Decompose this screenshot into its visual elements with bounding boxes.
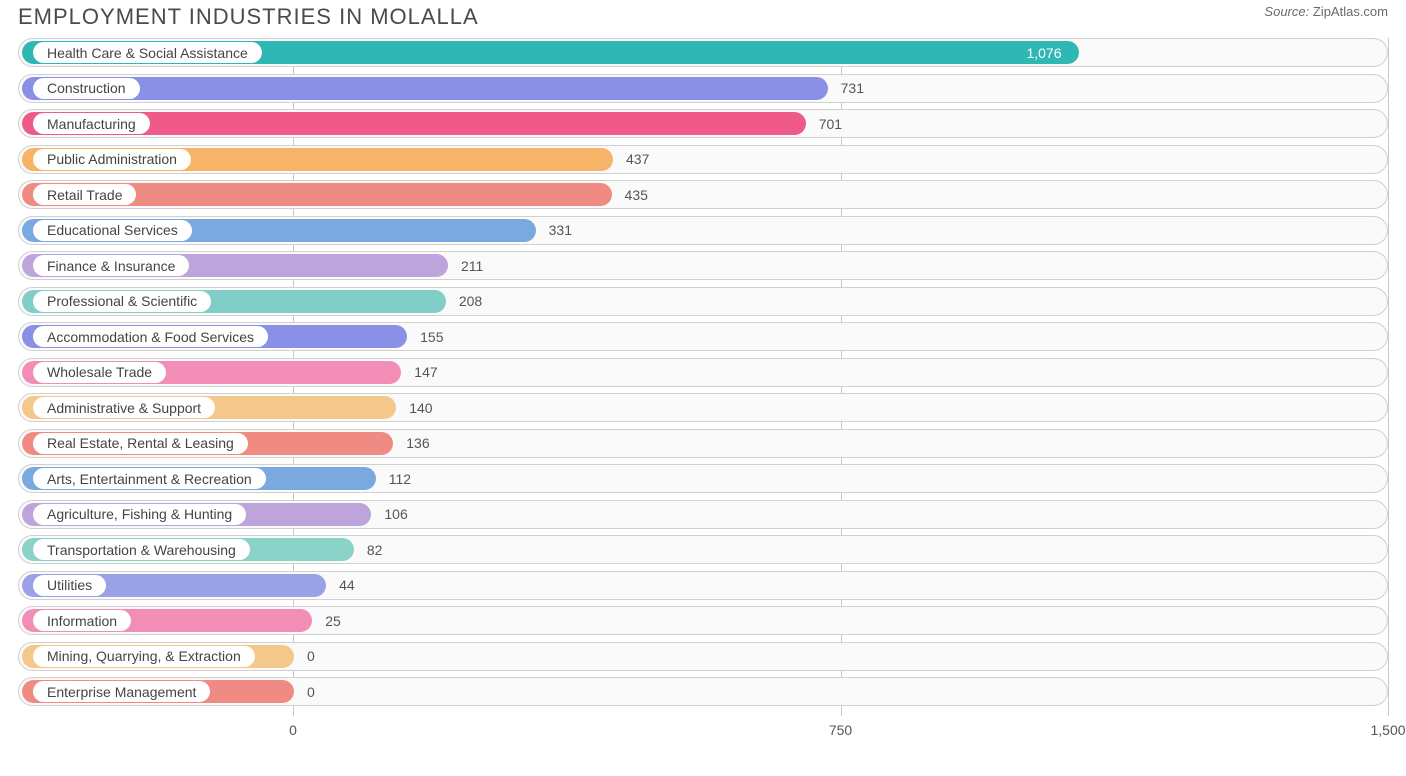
bar-value: 435	[625, 181, 648, 208]
bar-label: Health Care & Social Assistance	[33, 42, 262, 63]
source-value: ZipAtlas.com	[1313, 4, 1388, 19]
bar-row: Accommodation & Food Services 155	[18, 322, 1388, 351]
bar-fill	[22, 77, 828, 100]
bar-row: Arts, Entertainment & Recreation 112	[18, 464, 1388, 493]
bar-label: Public Administration	[33, 149, 191, 170]
bar-value: 0	[307, 678, 315, 705]
bar-row: Administrative & Support 140	[18, 393, 1388, 422]
bar-value: 331	[549, 217, 572, 244]
bar-row: Wholesale Trade 147	[18, 358, 1388, 387]
bar-value: 211	[461, 252, 483, 279]
bar-value: 437	[626, 146, 649, 173]
bar-label: Utilities	[33, 575, 106, 596]
bar-value: 44	[339, 572, 355, 599]
bar-label: Finance & Insurance	[33, 255, 189, 276]
x-axis-label: 1,500	[1370, 722, 1405, 738]
bar-value: 112	[389, 465, 411, 492]
bars-container: Health Care & Social Assistance 1,076 Cons…	[18, 38, 1388, 706]
bar-label: Professional & Scientific	[33, 291, 211, 312]
bar-label: Information	[33, 610, 131, 631]
bar-label: Manufacturing	[33, 113, 150, 134]
bar-label: Enterprise Management	[33, 681, 210, 702]
source-label: Source:	[1264, 4, 1309, 19]
bar-value: 25	[325, 607, 341, 634]
bar-label: Accommodation & Food Services	[33, 326, 268, 347]
bar-label: Administrative & Support	[33, 397, 215, 418]
bar-row: Professional & Scientific 208	[18, 287, 1388, 316]
bar-value: 701	[819, 110, 842, 137]
x-axis: 07501,500	[18, 720, 1388, 744]
bar-label: Retail Trade	[33, 184, 136, 205]
bar-row: Mining, Quarrying, & Extraction 0	[18, 642, 1388, 671]
chart-title: EMPLOYMENT INDUSTRIES IN MOLALLA	[18, 4, 479, 30]
gridline	[1388, 38, 1389, 716]
bar-label: Agriculture, Fishing & Hunting	[33, 504, 246, 525]
bar-row: Information 25	[18, 606, 1388, 635]
bar-value: 1,076	[1026, 39, 1061, 66]
bar-value: 155	[420, 323, 443, 350]
chart-header: EMPLOYMENT INDUSTRIES IN MOLALLA Source:…	[0, 0, 1406, 38]
bar-row: Health Care & Social Assistance 1,076	[18, 38, 1388, 67]
bar-label: Arts, Entertainment & Recreation	[33, 468, 266, 489]
bar-row: Finance & Insurance 211	[18, 251, 1388, 280]
bar-label: Construction	[33, 78, 140, 99]
bar-row: Utilities 44	[18, 571, 1388, 600]
bar-value: 208	[459, 288, 482, 315]
x-axis-label: 0	[289, 722, 297, 738]
bar-value: 731	[841, 75, 864, 102]
bar-value: 147	[414, 359, 437, 386]
chart-source: Source: ZipAtlas.com	[1264, 4, 1388, 19]
bar-value: 82	[367, 536, 383, 563]
bar-label: Educational Services	[33, 220, 192, 241]
bar-row: Transportation & Warehousing 82	[18, 535, 1388, 564]
bar-value: 106	[384, 501, 407, 528]
bar-label: Real Estate, Rental & Leasing	[33, 433, 248, 454]
bar-value: 140	[409, 394, 432, 421]
bar-row: Agriculture, Fishing & Hunting 106	[18, 500, 1388, 529]
bar-label: Wholesale Trade	[33, 362, 166, 383]
bar-row: Public Administration 437	[18, 145, 1388, 174]
bar-row: Real Estate, Rental & Leasing 136	[18, 429, 1388, 458]
bar-value: 136	[406, 430, 429, 457]
bar-row: Educational Services 331	[18, 216, 1388, 245]
bar-row: Retail Trade 435	[18, 180, 1388, 209]
x-axis-label: 750	[829, 722, 852, 738]
bar-label: Mining, Quarrying, & Extraction	[33, 646, 255, 667]
bar-label: Transportation & Warehousing	[33, 539, 250, 560]
chart-area: Health Care & Social Assistance 1,076 Cons…	[18, 38, 1388, 744]
bar-row: Manufacturing 701	[18, 109, 1388, 138]
bar-row: Enterprise Management 0	[18, 677, 1388, 706]
bar-row: Construction 731	[18, 74, 1388, 103]
bar-value: 0	[307, 643, 315, 670]
